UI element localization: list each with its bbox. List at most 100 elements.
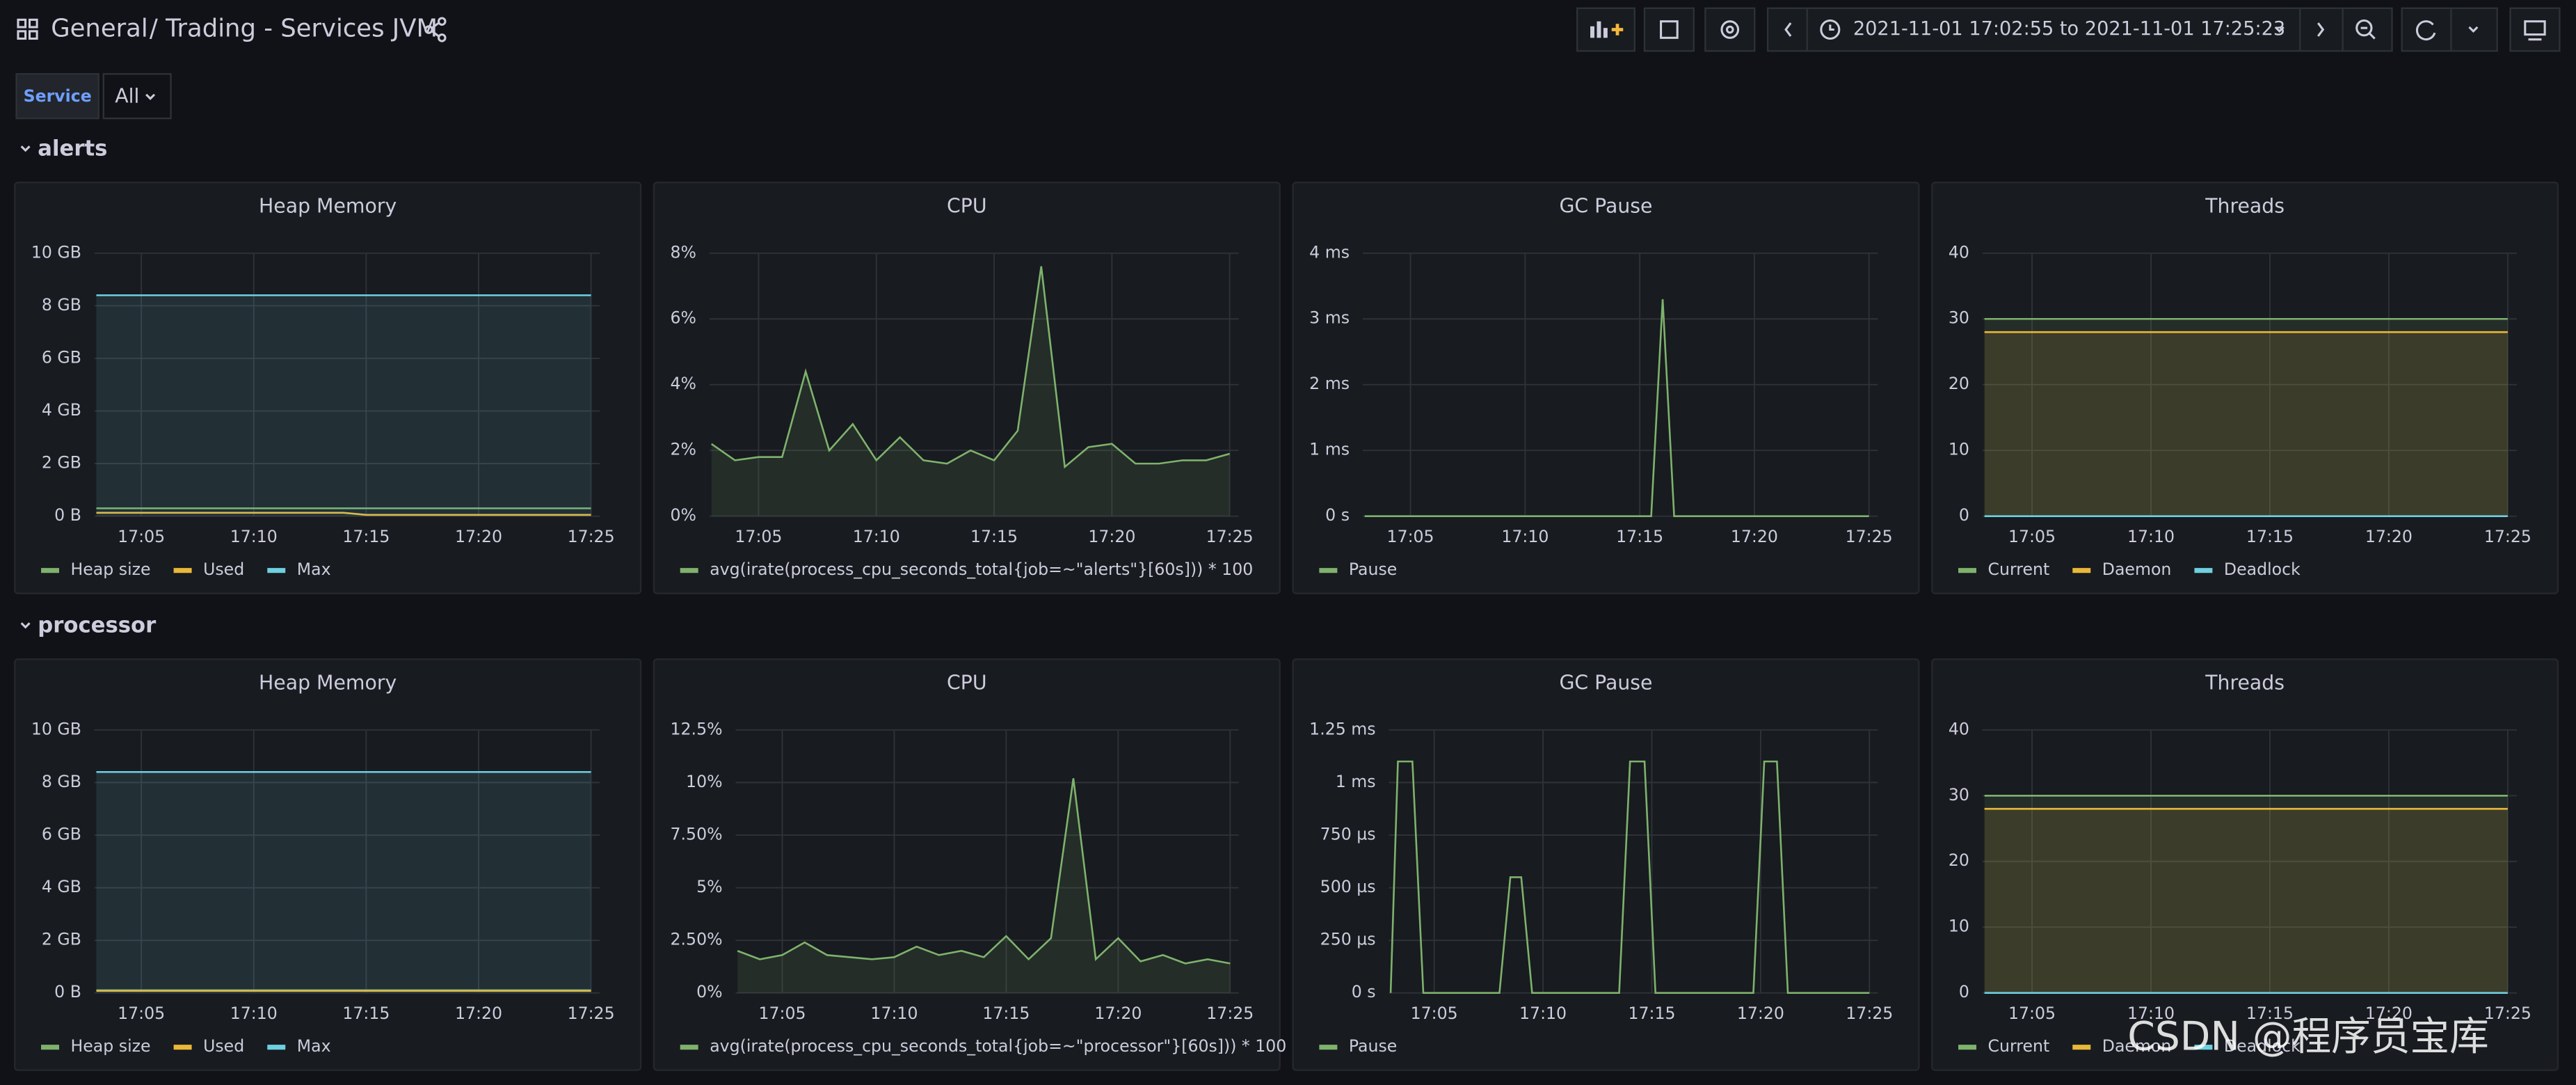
area-fill bbox=[96, 295, 591, 516]
legend-label[interactable]: Used bbox=[203, 1036, 244, 1056]
x-tick-label: 17:15 bbox=[2246, 527, 2294, 546]
panel-title[interactable]: CPU bbox=[947, 672, 987, 695]
x-tick-label: 17:10 bbox=[2127, 1004, 2175, 1023]
y-tick-label: 1 ms bbox=[1309, 440, 1350, 459]
panel bbox=[653, 182, 1281, 594]
x-tick-label: 17:05 bbox=[1411, 1004, 1458, 1023]
x-tick-label: 17:10 bbox=[1501, 527, 1549, 546]
y-tick-label: 30 bbox=[1949, 308, 1969, 328]
y-tick-label: 6 GB bbox=[42, 347, 81, 367]
panel-title[interactable]: Heap Memory bbox=[259, 672, 397, 695]
x-tick-label: 17:05 bbox=[1387, 527, 1434, 546]
save-button[interactable] bbox=[1643, 7, 1695, 52]
y-tick-label: 7.50% bbox=[671, 824, 723, 844]
y-tick-label: 2 GB bbox=[42, 453, 81, 473]
legend-label[interactable]: Heap size bbox=[71, 560, 151, 579]
panel bbox=[14, 182, 642, 594]
area-fill bbox=[96, 772, 591, 993]
x-tick-label: 17:25 bbox=[1846, 1004, 1893, 1023]
x-tick-label: 17:20 bbox=[455, 1004, 502, 1023]
legend-label[interactable]: Current bbox=[1988, 1036, 2050, 1056]
x-tick-label: 17:10 bbox=[2127, 527, 2175, 546]
toolbar: 2021-11-01 17:02:55 to 2021-11-01 17:25:… bbox=[1576, 7, 2561, 52]
panel bbox=[14, 658, 642, 1071]
watermark: CSDN @程序员宝库 bbox=[2127, 1013, 2489, 1059]
x-tick-label: 17:15 bbox=[342, 1004, 390, 1023]
x-tick-label: 17:25 bbox=[2484, 527, 2531, 546]
y-tick-label: 0% bbox=[671, 505, 696, 525]
y-tick-label: 500 µs bbox=[1320, 877, 1376, 896]
y-tick-label: 2% bbox=[671, 440, 696, 459]
legend-label[interactable]: Daemon bbox=[2102, 1036, 2172, 1056]
legend-label[interactable]: avg(irate(process_cpu_seconds_total{job=… bbox=[710, 560, 1253, 579]
legend-label[interactable]: Max bbox=[297, 560, 331, 579]
legend-label[interactable]: Current bbox=[1988, 560, 2050, 579]
x-tick-label: 17:05 bbox=[118, 527, 165, 546]
time-picker[interactable] bbox=[1766, 7, 2344, 52]
legend-label[interactable]: Pause bbox=[1349, 1036, 1397, 1056]
row-chevron[interactable] bbox=[20, 622, 31, 629]
x-tick-label: 17:05 bbox=[2008, 1004, 2056, 1023]
area-fill bbox=[1984, 809, 2508, 993]
x-tick-label: 17:05 bbox=[758, 1004, 806, 1023]
x-tick-label: 17:10 bbox=[853, 527, 900, 546]
y-tick-label: 40 bbox=[1949, 719, 1969, 738]
x-tick-label: 17:25 bbox=[1206, 527, 1254, 546]
variable-select[interactable] bbox=[102, 73, 172, 120]
variable-value[interactable]: All bbox=[115, 84, 139, 107]
legend-label[interactable]: Deadlock bbox=[2224, 560, 2301, 579]
breadcrumb[interactable]: General bbox=[51, 15, 148, 43]
x-tick-label: 17:15 bbox=[982, 1004, 1030, 1023]
y-tick-label: 2.50% bbox=[671, 930, 723, 949]
y-tick-label: 0 B bbox=[54, 505, 81, 525]
y-tick-label: 4 ms bbox=[1309, 242, 1350, 262]
x-tick-label: 17:10 bbox=[870, 1004, 918, 1023]
panel-title[interactable]: CPU bbox=[947, 195, 987, 218]
tv-mode-button[interactable] bbox=[2509, 7, 2561, 52]
x-tick-label: 17:15 bbox=[2246, 1004, 2294, 1023]
share-icon[interactable] bbox=[424, 17, 447, 42]
y-tick-label: 40 bbox=[1949, 242, 1969, 262]
y-tick-label: 4 GB bbox=[42, 877, 81, 896]
y-tick-label: 2 GB bbox=[42, 930, 81, 949]
dashboard-title[interactable]: / Trading - Services JVM bbox=[150, 15, 438, 43]
settings-button[interactable] bbox=[1704, 7, 1756, 52]
y-tick-label: 0 bbox=[1959, 505, 1969, 525]
area-fill bbox=[1984, 319, 2508, 516]
row-chevron[interactable] bbox=[20, 145, 31, 152]
grid-icon[interactable] bbox=[17, 18, 38, 40]
row-title[interactable]: alerts bbox=[38, 136, 107, 161]
x-tick-label: 17:25 bbox=[568, 527, 615, 546]
y-tick-label: 4 GB bbox=[42, 400, 81, 420]
panel-title[interactable]: GC Pause bbox=[1559, 195, 1652, 218]
panel bbox=[1292, 182, 1920, 594]
x-tick-label: 17:20 bbox=[1088, 527, 1135, 546]
x-tick-label: 17:20 bbox=[2365, 1004, 2413, 1023]
y-tick-label: 10 GB bbox=[31, 719, 81, 738]
zoom-out-button[interactable] bbox=[2342, 7, 2393, 52]
legend-label[interactable]: Deadlock bbox=[2224, 1036, 2301, 1056]
panel-title[interactable]: Threads bbox=[2205, 195, 2285, 218]
variable-label-box bbox=[15, 73, 99, 120]
y-tick-label: 20 bbox=[1949, 374, 1969, 393]
legend-label[interactable]: Used bbox=[203, 560, 244, 579]
legend-label[interactable]: Daemon bbox=[2102, 560, 2172, 579]
panel-title[interactable]: Heap Memory bbox=[259, 195, 397, 218]
x-tick-label: 17:25 bbox=[568, 1004, 615, 1023]
x-tick-label: 17:10 bbox=[230, 1004, 278, 1023]
panel-title[interactable]: Threads bbox=[2205, 672, 2285, 695]
x-tick-label: 17:05 bbox=[2008, 527, 2056, 546]
panel bbox=[653, 658, 1281, 1071]
area-fill bbox=[1984, 332, 2508, 516]
x-tick-label: 17:20 bbox=[1737, 1004, 1784, 1023]
panel-title[interactable]: GC Pause bbox=[1559, 672, 1652, 695]
legend-label[interactable]: avg(irate(process_cpu_seconds_total{job=… bbox=[710, 1036, 1286, 1056]
time-range[interactable]: 2021-11-01 17:02:55 to 2021-11-01 17:25:… bbox=[1853, 18, 2285, 40]
y-tick-label: 30 bbox=[1949, 785, 1969, 805]
legend-label[interactable]: Pause bbox=[1349, 560, 1397, 579]
legend-label[interactable]: Heap size bbox=[71, 1036, 151, 1056]
panel bbox=[1931, 658, 2559, 1071]
y-tick-label: 250 µs bbox=[1320, 930, 1376, 949]
row-title[interactable]: processor bbox=[38, 613, 157, 637]
legend-label[interactable]: Max bbox=[297, 1036, 331, 1056]
